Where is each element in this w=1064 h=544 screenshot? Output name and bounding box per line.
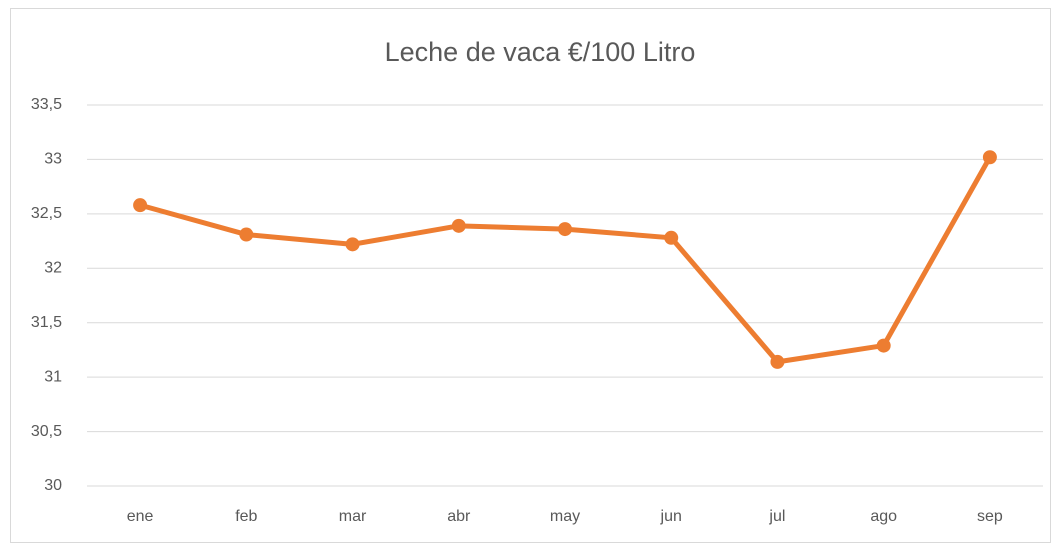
data-point xyxy=(239,227,254,242)
y-tick-label: 30,5 xyxy=(31,423,62,440)
x-tick-label: abr xyxy=(447,508,471,525)
x-tick-label: ene xyxy=(127,508,154,525)
x-tick-label: ago xyxy=(870,508,897,525)
x-tick-label: sep xyxy=(977,508,1003,525)
x-tick-label: mar xyxy=(339,508,367,525)
y-tick-label: 32,5 xyxy=(31,205,62,222)
data-point xyxy=(982,150,997,165)
x-tick-label: jul xyxy=(768,508,785,525)
y-tick-label: 33,5 xyxy=(31,96,62,113)
y-tick-label: 32 xyxy=(44,260,62,277)
chart-title: Leche de vaca €/100 Litro xyxy=(385,37,696,67)
x-tick-label: feb xyxy=(235,508,257,525)
data-point xyxy=(664,230,679,245)
chart-border xyxy=(10,8,1051,543)
data-point xyxy=(558,222,572,237)
data-point xyxy=(451,218,466,233)
y-tick-label: 33 xyxy=(44,151,62,168)
y-tick-label: 31,5 xyxy=(31,314,62,331)
data-point xyxy=(770,354,785,369)
data-point xyxy=(876,338,891,353)
data-point xyxy=(133,198,148,213)
x-tick-label: jun xyxy=(660,508,682,525)
y-tick-label: 31 xyxy=(44,368,62,385)
x-tick-label: may xyxy=(550,508,580,525)
y-tick-label: 30 xyxy=(44,477,62,494)
data-point xyxy=(345,237,360,252)
